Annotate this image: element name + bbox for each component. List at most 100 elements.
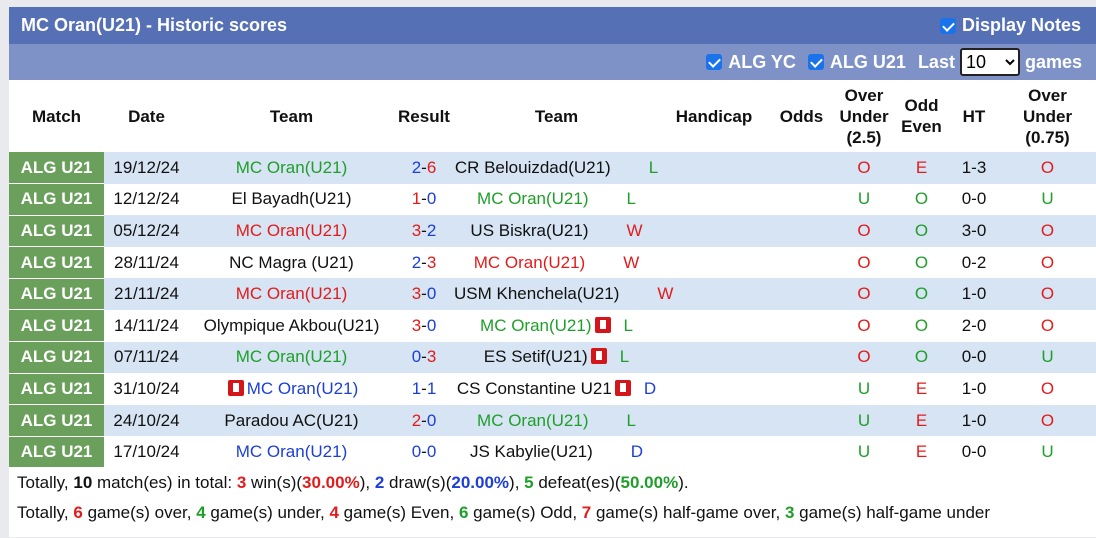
home-team-cell-text[interactable]: MC Oran(U21) [235,347,348,367]
home-score[interactable]: 2 [411,157,422,177]
home-team-cell-text[interactable]: Olympique Akbou(U21) [203,315,380,335]
league-cell-text[interactable]: ALG U21 [20,189,93,209]
away-team-name[interactable]: MC Oran(U21) [473,252,586,272]
away-team-cell[interactable]: ES Setif(U21) L [454,341,659,374]
away-team-name[interactable]: ES Setif(U21) [483,347,588,367]
league-cell-text[interactable]: ALG U21 [20,315,93,335]
home-score[interactable]: 1 [411,189,422,209]
away-team-cell[interactable]: MC Oran(U21) L [454,309,659,342]
away-team-name[interactable]: MC Oran(U21) [480,315,592,335]
home-score[interactable]: 3 [411,284,422,304]
score-cell[interactable]: 1-0 [394,183,454,216]
league-cell[interactable]: ALG U21 [9,309,104,343]
filter-alg-yc[interactable]: ALG YC [706,52,796,73]
league-cell[interactable]: ALG U21 [9,436,104,469]
display-notes-toggle[interactable]: Display Notes [939,15,1081,36]
league-cell[interactable]: ALG U21 [9,373,104,406]
home-score[interactable]: 2 [411,252,422,272]
away-team-cell[interactable]: MC Oran(U21) L [454,404,659,437]
away-team-cell[interactable]: CS Constantine U21 D [454,373,659,405]
away-score[interactable]: 0 [426,189,437,209]
league-cell-text[interactable]: ALG U21 [20,410,93,430]
home-team-cell[interactable]: MC Oran(U21) [189,373,394,405]
alg-yc-checkbox[interactable] [706,54,723,70]
away-team-name[interactable]: US Biskra(U21) [470,220,589,240]
home-score[interactable]: 3 [411,315,422,335]
last-games-select[interactable]: 10 [959,48,1020,76]
league-cell-text[interactable]: ALG U21 [20,252,93,272]
home-team-cell[interactable]: El Bayadh(U21) [189,183,394,216]
league-cell[interactable]: ALG U21 [9,183,104,216]
home-team-cell[interactable]: MC Oran(U21) [189,215,394,247]
away-team-cell[interactable]: MC Oran(U21) W [454,246,659,279]
home-team-cell[interactable]: MC Oran(U21) [189,436,394,468]
home-team-cell[interactable]: MC Oran(U21) [189,341,394,374]
away-score[interactable]: 3 [426,252,437,272]
home-team-cell-text[interactable]: MC Oran(U21) [235,220,348,240]
league-cell-text[interactable]: ALG U21 [20,284,93,304]
league-cell[interactable]: ALG U21 [9,246,104,279]
home-team-cell[interactable]: Paradou AC(U21) [189,404,394,437]
home-team-cell-text[interactable]: MC Oran(U21) [235,284,348,304]
over-under-half-cell-text: O [1040,378,1055,398]
league-cell-text[interactable]: ALG U21 [20,347,93,367]
away-team-cell[interactable]: MC Oran(U21) L [454,183,659,216]
filter-alg-u21[interactable]: ALG U21 [807,52,906,73]
away-team-cell[interactable]: US Biskra(U21) W [454,215,659,247]
away-score[interactable]: 0 [426,442,437,462]
league-cell-text[interactable]: ALG U21 [20,157,93,177]
away-score[interactable]: 2 [426,220,437,240]
away-score[interactable]: 1 [426,378,437,398]
score-cell[interactable]: 3-2 [394,215,454,247]
home-team-cell-text[interactable]: MC Oran(U21) [235,157,348,177]
league-cell-text[interactable]: ALG U21 [20,378,93,398]
score-cell[interactable]: 3-0 [394,309,454,342]
score-cell[interactable]: 0-0 [394,436,454,468]
away-team-cell[interactable]: USM Khenchela(U21) W [454,278,673,310]
away-team-name[interactable]: MC Oran(U21) [477,410,589,430]
away-score[interactable]: 0 [426,284,437,304]
league-cell-text[interactable]: ALG U21 [20,220,93,240]
away-team-cell[interactable]: JS Kabylie(U21) D [454,436,659,468]
home-team-cell-text[interactable]: Paradou AC(U21) [224,410,359,430]
home-score[interactable]: 1 [411,378,422,398]
away-score[interactable]: 0 [426,410,437,430]
home-score[interactable]: 3 [411,220,422,240]
home-team-cell[interactable]: Olympique Akbou(U21) [189,309,394,342]
away-team-cell[interactable]: CR Belouizdad(U21) L [454,152,659,184]
home-score[interactable]: 0 [411,442,422,462]
away-team-name[interactable]: MC Oran(U21) [477,189,589,209]
league-cell[interactable]: ALG U21 [9,215,104,248]
home-team-cell-text[interactable]: MC Oran(U21) [235,442,348,462]
away-score[interactable]: 3 [426,347,437,367]
league-cell[interactable]: ALG U21 [9,152,104,185]
score-cell[interactable]: 2-0 [394,404,454,437]
home-team-cell-text[interactable]: NC Magra (U21) [229,252,354,272]
last-label: Last [917,51,955,72]
score-cell[interactable]: 0-3 [394,341,454,374]
away-team-name[interactable]: CR Belouizdad(U21) [454,157,611,177]
score-cell[interactable]: 1-1 [394,373,454,405]
home-team-cell-text[interactable]: MC Oran(U21) [246,378,359,398]
home-team-cell[interactable]: MC Oran(U21) [189,278,394,310]
away-team-name[interactable]: CS Constantine U21 [456,378,612,398]
away-team-name[interactable]: JS Kabylie(U21) [469,442,593,462]
home-team-cell[interactable]: NC Magra (U21) [189,246,394,279]
score-cell[interactable]: 2-6 [394,152,454,184]
away-team-name[interactable]: USM Khenchela(U21) [454,284,620,304]
away-score[interactable]: 6 [426,157,437,177]
alg-u21-checkbox[interactable] [807,54,824,70]
home-team-cell-text[interactable]: El Bayadh(U21) [231,189,352,209]
display-notes-checkbox[interactable] [939,17,956,34]
score-cell[interactable]: 2-3 [394,246,454,279]
score-cell[interactable]: 3-0 [394,278,454,310]
away-score[interactable]: 0 [426,315,437,335]
home-score[interactable]: 2 [411,410,422,430]
home-score[interactable]: 0 [411,347,422,367]
odd-even-cell-text: O [914,284,929,304]
league-cell-text[interactable]: ALG U21 [20,442,93,462]
league-cell[interactable]: ALG U21 [9,278,104,311]
league-cell[interactable]: ALG U21 [9,404,104,437]
home-team-cell[interactable]: MC Oran(U21) [189,152,394,184]
league-cell[interactable]: ALG U21 [9,341,104,374]
